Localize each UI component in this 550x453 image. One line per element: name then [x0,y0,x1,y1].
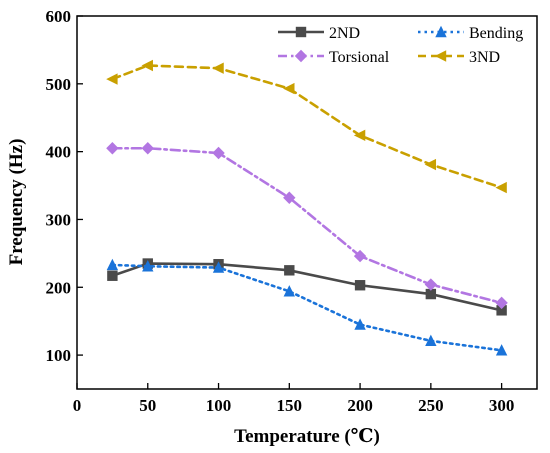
legend-label: Torsional [329,49,390,66]
data-point [283,285,296,297]
data-point [425,288,437,300]
legend-item-bending: Bending [418,25,523,42]
data-point [283,191,296,204]
data-point [212,146,225,160]
data-point [106,73,118,85]
data-point [495,181,507,194]
legend: 2ND Bending Torsional 3ND [278,25,523,66]
data-point [353,249,367,263]
legend-item-2nd: 2ND [278,25,360,42]
data-point [107,270,118,281]
series-bending [106,258,508,356]
data-point [495,296,508,310]
legend-label: 3ND [469,49,500,66]
data-point [353,129,366,142]
y-tick-label: 400 [46,143,72,162]
data-point [212,261,225,273]
y-tick-label: 500 [46,75,72,94]
data-point [425,334,437,347]
data-point [141,142,154,155]
plot-frame [76,15,538,390]
legend-marker [294,49,308,63]
axis-ticks: 0 50 100 150 200 250 300 100 200 300 400 500 600 [46,7,515,415]
legend-label: 2ND [329,25,360,42]
data-point [354,280,366,291]
legend-label: Bending [469,25,523,42]
y-tick-label: 600 [46,7,72,26]
x-tick-label: 100 [206,396,232,415]
data-point [106,142,119,155]
y-axis-title: Frequency (Hz) [6,139,27,266]
series-line [111,146,503,305]
data-point [141,59,153,72]
data-point [142,260,154,272]
legend-item-3nd: 3ND [418,49,500,66]
series-3nd [106,59,507,194]
data-point [495,344,508,356]
y-tick-label: 100 [46,346,72,365]
series-line [111,263,503,352]
x-tick-label: 50 [139,396,156,415]
x-tick-label: 300 [489,396,515,415]
legend-marker [435,25,447,38]
series-layer [106,59,508,356]
x-tick-label: 250 [418,396,444,415]
x-tick-label: 0 [73,396,82,415]
legend-item-torsional: Torsional [278,49,390,66]
x-axis-title: Temperature (℃) [234,426,380,447]
y-tick-label: 200 [46,278,72,297]
legend-marker [434,50,447,62]
data-point [424,158,437,171]
x-tick-label: 200 [347,396,373,415]
data-point [212,62,224,74]
data-point [424,278,438,291]
series-torsional [106,142,508,310]
data-point [496,305,507,316]
series-line [111,64,503,189]
data-point [354,318,366,330]
x-tick-label: 150 [277,396,303,415]
data-point [283,82,295,95]
y-tick-label: 300 [46,210,72,229]
legend-marker [295,26,307,38]
data-point [106,258,119,271]
data-point [284,265,295,276]
